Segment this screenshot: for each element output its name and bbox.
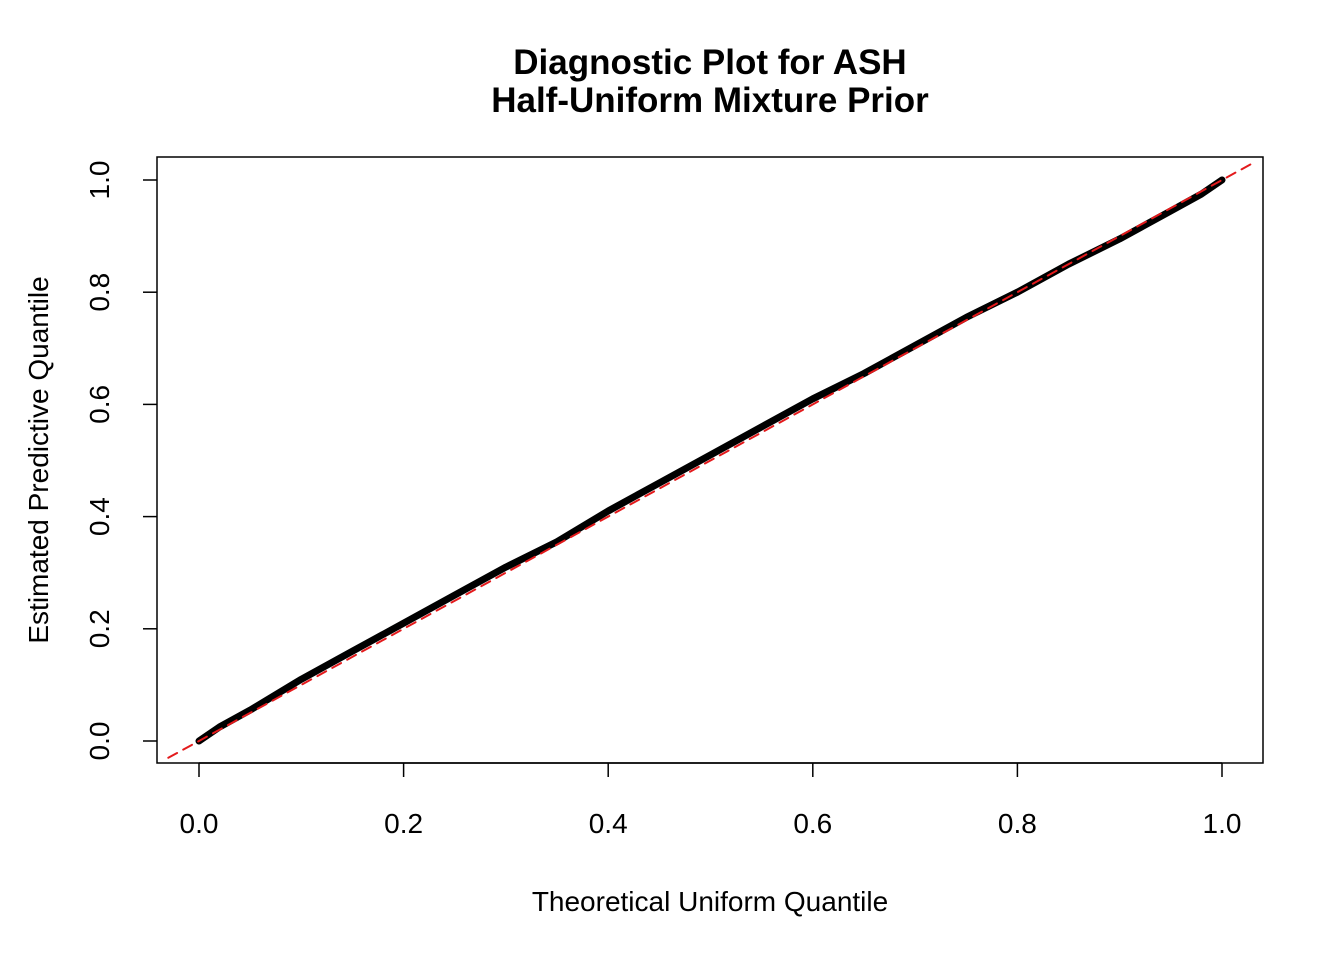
y-axis-label: Estimated Predictive Quantile [23,276,54,643]
y-tick-label-5: 1.0 [84,161,115,200]
series-layer [167,162,1254,759]
y-tick-label-2: 0.4 [84,497,115,536]
reference-diagonal-line [167,162,1254,759]
y-tick-label-3: 0.6 [84,385,115,424]
chart-title: Diagnostic Plot for ASH [513,43,906,82]
chart-subtitle: Half-Uniform Mixture Prior [491,81,929,120]
x-tick-label-3: 0.6 [793,808,832,839]
x-axis-label: Theoretical Uniform Quantile [532,886,888,917]
y-axis: 0.0 0.2 0.4 0.6 0.8 1.0 [84,161,157,761]
y-tick-label-0: 0.0 [84,722,115,761]
x-axis: 0.0 0.2 0.4 0.6 0.8 1.0 [180,762,1242,839]
x-tick-label-1: 0.2 [384,808,423,839]
x-tick-label-2: 0.4 [589,808,628,839]
y-tick-label-1: 0.2 [84,609,115,648]
x-tick-label-4: 0.8 [998,808,1037,839]
y-tick-label-4: 0.8 [84,273,115,312]
x-tick-label-0: 0.0 [180,808,219,839]
x-tick-label-5: 1.0 [1203,808,1242,839]
